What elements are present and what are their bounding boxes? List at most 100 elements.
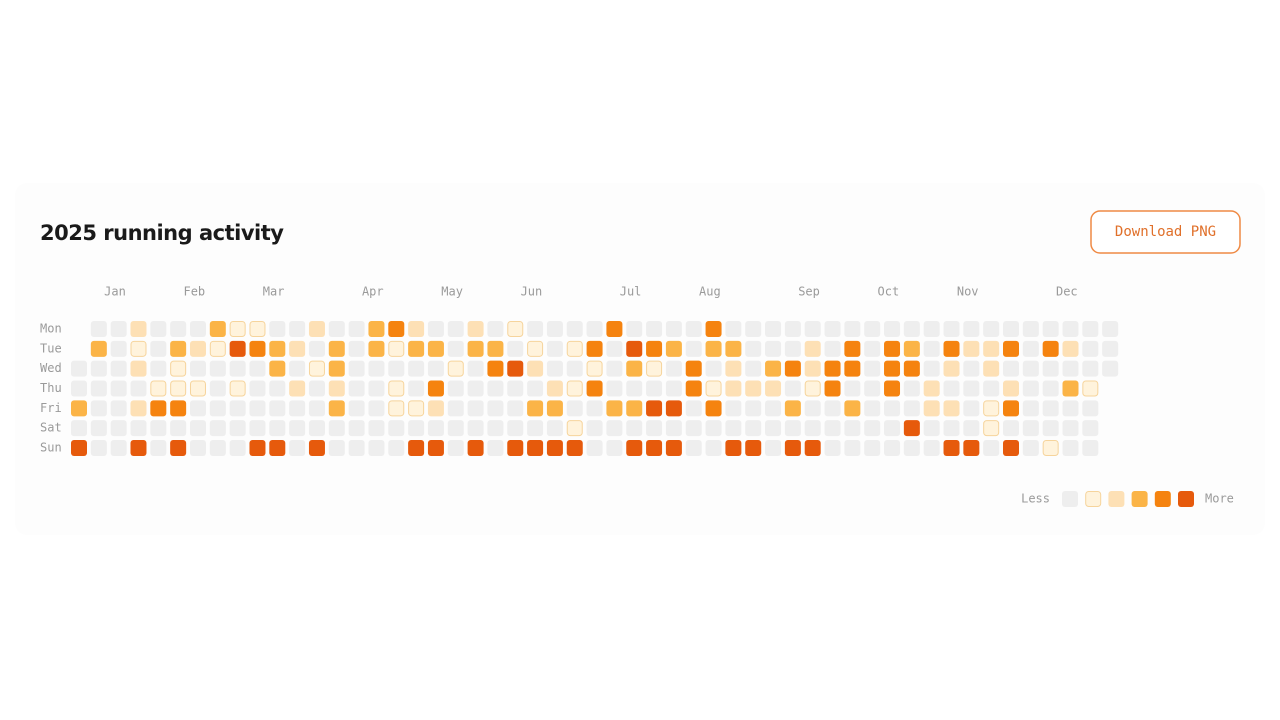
day-cell bbox=[1082, 420, 1099, 437]
day-cell bbox=[606, 400, 623, 417]
day-cell bbox=[566, 321, 583, 337]
day-cell bbox=[507, 439, 524, 456]
day-cell bbox=[527, 439, 544, 456]
day-cell bbox=[249, 420, 266, 437]
day-cell bbox=[685, 400, 702, 417]
day-cell bbox=[110, 360, 127, 377]
day-cell bbox=[269, 360, 286, 377]
day-cell bbox=[189, 360, 206, 377]
day-cell bbox=[626, 420, 643, 437]
day-cell bbox=[923, 360, 940, 377]
day-cell bbox=[427, 360, 444, 377]
day-cell bbox=[983, 420, 1000, 437]
day-cell bbox=[308, 380, 325, 397]
day-cell bbox=[150, 400, 167, 417]
day-cell bbox=[229, 380, 246, 397]
day-cell bbox=[725, 340, 742, 357]
day-cell bbox=[328, 439, 345, 456]
day-cell bbox=[566, 420, 583, 437]
day-cell bbox=[348, 420, 365, 437]
day-cell bbox=[923, 439, 940, 456]
day-cell bbox=[249, 400, 266, 417]
day-cell bbox=[844, 380, 861, 397]
day-cell bbox=[388, 321, 405, 337]
day-cell bbox=[864, 420, 881, 437]
day-cell bbox=[546, 400, 563, 417]
day-cell bbox=[646, 321, 663, 337]
day-cell bbox=[308, 360, 325, 377]
day-cell bbox=[844, 340, 861, 357]
download-button[interactable]: Download PNG bbox=[1090, 210, 1241, 254]
day-cell bbox=[646, 340, 663, 357]
day-cell bbox=[249, 439, 266, 456]
day-cell bbox=[150, 360, 167, 377]
day-cell bbox=[110, 400, 127, 417]
day-cell bbox=[249, 380, 266, 397]
day-cell bbox=[1042, 400, 1059, 417]
day-cell bbox=[685, 340, 702, 357]
day-cell bbox=[527, 360, 544, 377]
day-cell bbox=[745, 439, 762, 456]
day-cell bbox=[487, 340, 504, 357]
month-label: May bbox=[441, 285, 463, 299]
day-cell bbox=[665, 360, 682, 377]
day-cell bbox=[130, 420, 147, 437]
day-cell bbox=[408, 400, 425, 417]
day-cell bbox=[130, 400, 147, 417]
day-cell bbox=[1022, 400, 1039, 417]
day-cell bbox=[1102, 340, 1119, 357]
weekday-label: Mon bbox=[40, 322, 62, 336]
day-cell bbox=[170, 321, 187, 337]
day-cell bbox=[606, 340, 623, 357]
day-cell bbox=[923, 420, 940, 437]
day-cell bbox=[824, 420, 841, 437]
day-cell bbox=[507, 340, 524, 357]
day-cell bbox=[606, 420, 623, 437]
day-cell bbox=[1062, 321, 1079, 337]
day-cell bbox=[546, 380, 563, 397]
day-cell bbox=[923, 400, 940, 417]
button-frame[interactable] bbox=[1090, 210, 1241, 254]
day-cell bbox=[249, 360, 266, 377]
day-cell bbox=[903, 420, 920, 437]
day-cell bbox=[665, 321, 682, 337]
day-cell bbox=[507, 360, 524, 377]
day-cell bbox=[705, 321, 722, 337]
day-cell bbox=[269, 420, 286, 437]
day-cell bbox=[903, 400, 920, 417]
day-cell bbox=[606, 321, 623, 337]
day-cell bbox=[884, 380, 901, 397]
day-cell bbox=[903, 321, 920, 337]
day-cell bbox=[864, 321, 881, 337]
day-cell bbox=[110, 321, 127, 337]
day-cell bbox=[189, 380, 206, 397]
day-cell bbox=[745, 380, 762, 397]
day-cell bbox=[388, 400, 405, 417]
day-cell bbox=[130, 340, 147, 357]
day-cell bbox=[963, 321, 980, 337]
day-cell bbox=[368, 321, 385, 337]
day-cell bbox=[328, 360, 345, 377]
day-cell bbox=[467, 380, 484, 397]
day-cell bbox=[507, 400, 524, 417]
day-cell bbox=[626, 400, 643, 417]
day-cell bbox=[170, 380, 187, 397]
legend-swatch bbox=[1062, 491, 1078, 507]
day-cell bbox=[705, 380, 722, 397]
day-cell bbox=[586, 340, 603, 357]
day-cell bbox=[943, 420, 960, 437]
day-cell bbox=[566, 380, 583, 397]
day-cell bbox=[725, 360, 742, 377]
day-cell bbox=[665, 439, 682, 456]
day-cell bbox=[566, 400, 583, 417]
day-cell bbox=[884, 400, 901, 417]
day-cell bbox=[943, 439, 960, 456]
day-cell bbox=[328, 340, 345, 357]
day-cell bbox=[467, 360, 484, 377]
day-cell bbox=[447, 380, 464, 397]
day-cell bbox=[328, 400, 345, 417]
button-label[interactable]: Download PNG bbox=[1115, 224, 1216, 240]
day-cell bbox=[665, 420, 682, 437]
day-cell bbox=[983, 380, 1000, 397]
